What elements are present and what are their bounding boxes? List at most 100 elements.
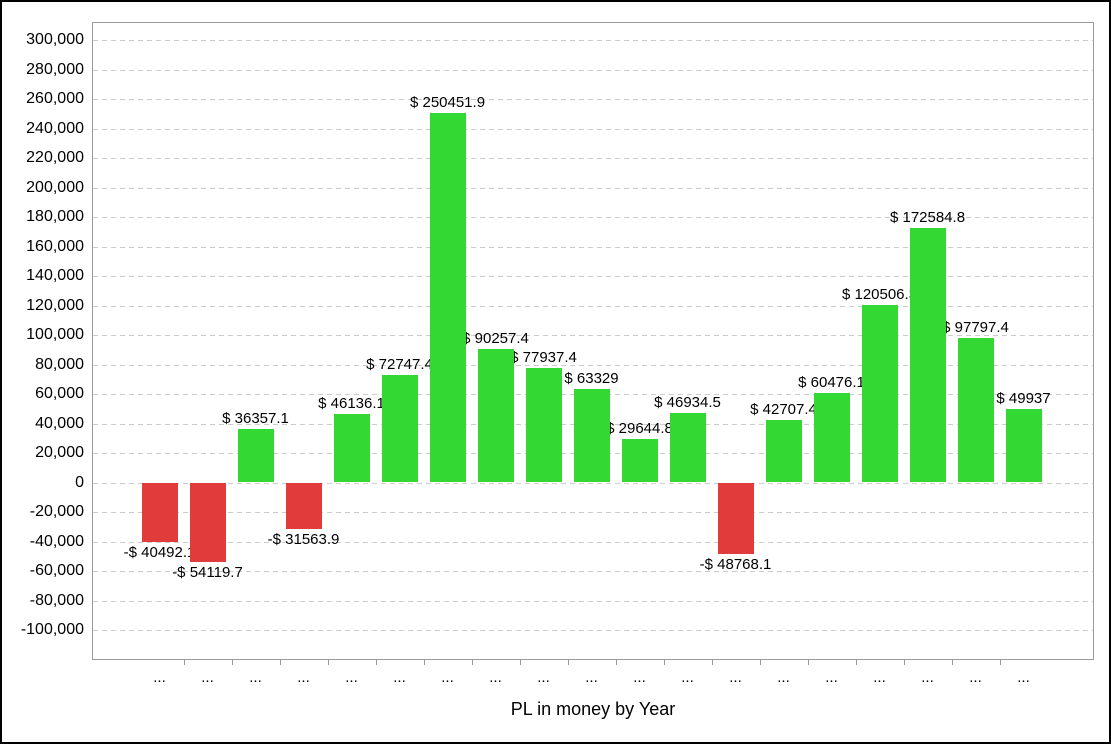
x-tick-mark	[375, 660, 377, 665]
y-tick-label: 100,000	[26, 326, 84, 343]
y-axis-labels: 300,000 280,000 260,000 240,000 220,000 200,0…	[2, 2, 84, 742]
x-tick-label: ...	[201, 669, 214, 686]
gridline	[93, 246, 1093, 248]
bar-value-label: $ 250451.9	[409, 94, 486, 112]
bar-positive	[1005, 408, 1042, 483]
x-tick-label: ...	[681, 669, 694, 686]
gridline	[93, 40, 1093, 41]
bar-value-label: $ 63329	[564, 370, 619, 388]
y-tick-label: 80,000	[35, 355, 84, 373]
x-tick-mark	[711, 660, 713, 665]
y-tick-label: 120,000	[26, 296, 84, 314]
x-tick-label: ...	[345, 669, 358, 686]
bar-value-label: -$ 48768.1	[699, 556, 772, 574]
bar-value-label: $ 77937.4	[510, 348, 577, 366]
x-tick-label: ...	[633, 669, 646, 686]
bar-value-label: $ 60476.1	[798, 374, 865, 392]
plot-area: -$ 40492.1 -$ 54119.7 $ 36357.1 -$ 31563.9 $…	[92, 22, 1094, 660]
y-tick-label: 40,000	[35, 414, 84, 432]
x-tick-label: ...	[441, 669, 454, 686]
x-tick-label: ...	[489, 669, 502, 686]
bar-negative	[285, 482, 322, 530]
x-tick-label: ...	[777, 669, 790, 686]
bar-value-label: $ 97797.4	[942, 319, 1009, 337]
x-tick-mark	[519, 660, 521, 665]
gridline	[93, 364, 1093, 366]
y-tick-label: -80,000	[29, 591, 84, 609]
bar-value-label: $ 90257.4	[462, 330, 529, 348]
bar-value-label: $ 46934.5	[654, 394, 721, 412]
x-tick-mark	[759, 660, 761, 665]
bar-positive	[669, 413, 706, 483]
y-tick-label: -20,000	[29, 503, 84, 520]
gridline	[93, 305, 1093, 307]
bar-value-label: $ 120506.3	[841, 285, 918, 303]
bar-negative	[141, 482, 178, 543]
x-tick-label: ...	[537, 669, 550, 686]
gridline	[93, 630, 1093, 631]
gridline	[93, 335, 1093, 336]
y-tick-label: 240,000	[26, 119, 84, 137]
gridline	[93, 541, 1093, 543]
x-tick-label: ...	[873, 669, 886, 686]
x-tick-mark	[903, 660, 905, 665]
bar-positive	[765, 419, 802, 483]
y-tick-label: 300,000	[26, 31, 84, 48]
gridline	[93, 217, 1093, 218]
gridline	[93, 482, 1093, 484]
gridline	[93, 158, 1093, 159]
bar-positive	[477, 349, 514, 483]
bar-positive	[813, 393, 850, 483]
bar-value-label: $ 49937	[996, 389, 1051, 407]
x-tick-mark	[279, 660, 281, 665]
chart-title: PL in money by Year	[510, 699, 676, 719]
bar-value-label: -$ 40492.1	[123, 544, 196, 562]
x-tick-label: ...	[297, 669, 310, 686]
bar-positive	[381, 375, 418, 483]
x-tick-label: ...	[585, 669, 598, 686]
gridline	[93, 600, 1093, 602]
bar-value-label: -$ 54119.7	[172, 564, 243, 582]
bar-negative	[717, 482, 754, 555]
x-tick-mark	[855, 660, 857, 665]
y-tick-label: 160,000	[26, 237, 84, 255]
x-tick-mark	[999, 660, 1001, 665]
bar-positive	[861, 304, 898, 483]
y-tick-label: 280,000	[26, 60, 84, 78]
y-tick-label: 180,000	[26, 208, 84, 225]
gridline	[93, 276, 1093, 277]
gridline	[93, 187, 1093, 189]
x-tick-label: ...	[729, 669, 742, 686]
gridline	[93, 99, 1093, 100]
bar-value-label: $ 46136.1	[318, 395, 385, 413]
y-tick-label: -60,000	[29, 562, 84, 579]
gridline	[93, 512, 1093, 513]
bar-positive	[333, 414, 370, 483]
y-tick-label: 140,000	[26, 267, 84, 284]
bar-positive	[525, 367, 562, 483]
bar-value-label: $ 36357.1	[222, 409, 289, 427]
x-tick-label: ...	[825, 669, 838, 686]
bar-positive	[909, 227, 946, 483]
y-tick-label: 200,000	[26, 178, 84, 196]
x-tick-mark	[951, 660, 953, 665]
x-tick-mark	[663, 660, 665, 665]
bar-value-label: $ 29644.8	[606, 419, 673, 437]
x-tick-mark	[423, 660, 425, 665]
x-tick-label: ...	[969, 669, 982, 686]
bar-value-label: $ 72747.4	[366, 356, 433, 374]
y-tick-label: 20,000	[35, 444, 84, 461]
x-tick-label: ...	[393, 669, 406, 686]
x-tick-label: ...	[249, 669, 262, 686]
bar-positive	[621, 438, 658, 483]
x-tick-label: ...	[921, 669, 934, 686]
x-tick-label: ...	[153, 669, 166, 686]
gridline	[93, 69, 1093, 71]
x-tick-mark	[807, 660, 809, 665]
y-tick-label: 220,000	[26, 149, 84, 166]
y-tick-label: -40,000	[29, 532, 84, 550]
x-tick-mark	[471, 660, 473, 665]
x-tick-label: ...	[1017, 669, 1030, 686]
y-tick-label: 260,000	[26, 90, 84, 107]
bar-value-label: $ 42707.4	[750, 400, 817, 418]
